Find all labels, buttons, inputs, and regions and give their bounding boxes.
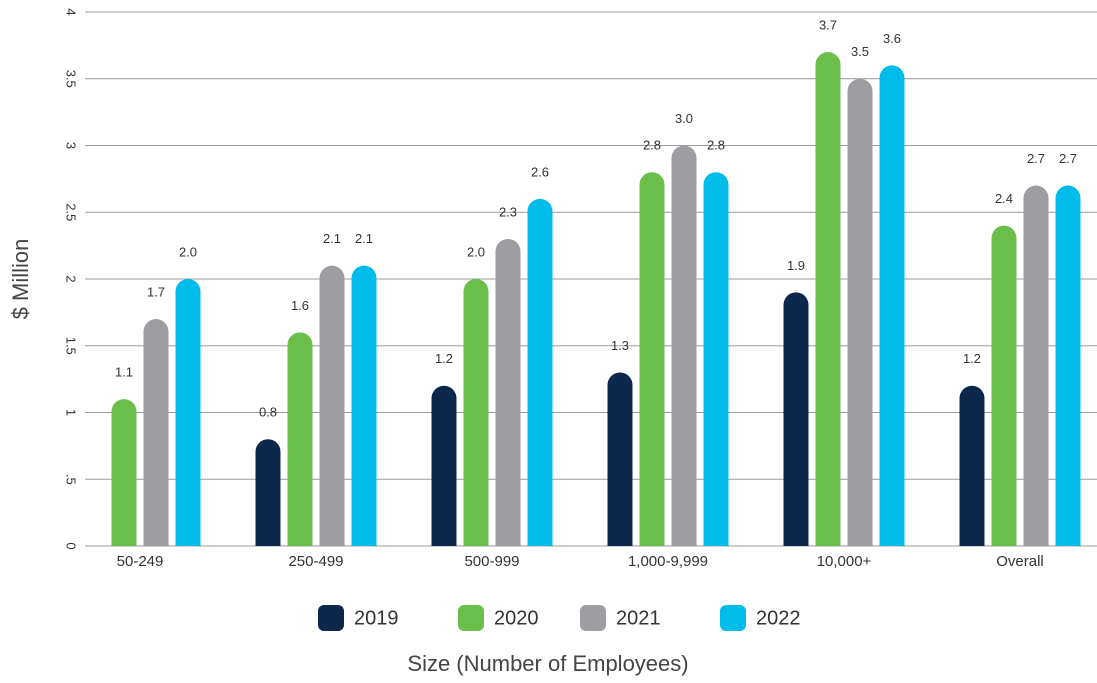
value-label: 2.0: [179, 244, 197, 259]
y-tick-label: 2: [64, 275, 79, 282]
bar: [463, 279, 489, 546]
bar: [175, 279, 201, 546]
value-label: 1.7: [147, 284, 165, 299]
bar: [255, 439, 281, 546]
bar: [319, 265, 345, 546]
legend-swatch: [720, 605, 746, 631]
bar: [1023, 185, 1049, 547]
x-tick-label: 250-499: [288, 553, 343, 570]
value-label: 2.0: [467, 244, 485, 259]
legend-label: 2021: [616, 607, 661, 629]
y-axis-title: $ Million: [8, 239, 33, 320]
value-label: 1.6: [291, 298, 309, 313]
bar: [959, 385, 985, 546]
value-label: 1.2: [435, 351, 453, 366]
x-tick-label: Overall: [996, 553, 1044, 570]
y-tick-label: 3.5: [64, 70, 79, 88]
bar: [879, 65, 905, 547]
y-tick-label: 4: [64, 8, 79, 15]
bar: [607, 372, 633, 546]
value-label: 2.7: [1059, 151, 1077, 166]
bar: [287, 332, 313, 546]
bar: [847, 78, 873, 546]
y-tick-label: .5: [64, 474, 79, 485]
bar: [143, 319, 169, 546]
bar: [1055, 185, 1081, 547]
bar: [703, 172, 729, 546]
value-label: 3.7: [819, 17, 837, 32]
bar: [639, 172, 665, 546]
value-label: 2.3: [499, 204, 517, 219]
x-tick-label: 1,000-9,999: [628, 553, 708, 570]
bar: [815, 52, 841, 547]
value-label: 2.1: [323, 231, 341, 246]
value-label: 3.5: [851, 44, 869, 59]
y-tick-label: 1.5: [64, 337, 79, 355]
value-label: 3.0: [675, 111, 693, 126]
legend-label: 2022: [756, 607, 801, 629]
legend-swatch: [318, 605, 344, 631]
value-label: 2.8: [707, 138, 725, 153]
legend-swatch: [458, 605, 484, 631]
y-tick-label: 2.5: [64, 203, 79, 221]
value-label: 2.6: [531, 164, 549, 179]
x-tick-label: 50-249: [117, 553, 164, 570]
x-tick-label: 10,000+: [817, 553, 872, 570]
legend-label: 2019: [354, 607, 399, 629]
y-tick-label: 0: [64, 542, 79, 549]
value-label: 2.8: [643, 138, 661, 153]
x-axis-title: Size (Number of Employees): [407, 651, 688, 676]
value-label: 2.4: [995, 191, 1013, 206]
bar: [527, 198, 553, 547]
bar: [111, 399, 137, 546]
legend-label: 2020: [494, 607, 539, 629]
bar: [991, 225, 1017, 546]
legend-swatch: [580, 605, 606, 631]
bar: [431, 385, 457, 546]
value-label: 0.8: [259, 405, 277, 420]
bar: [671, 145, 697, 546]
value-label: 1.1: [115, 365, 133, 380]
value-label: 2.1: [355, 231, 373, 246]
value-label: 1.3: [611, 338, 629, 353]
value-label: 1.2: [963, 351, 981, 366]
y-tick-label: 3: [64, 142, 79, 149]
value-label: 3.6: [883, 31, 901, 46]
value-label: 2.7: [1027, 151, 1045, 166]
bar: [351, 265, 377, 546]
y-tick-label: 1: [64, 409, 79, 416]
value-label: 1.9: [787, 258, 805, 273]
bar: [783, 292, 809, 546]
x-tick-label: 500-999: [464, 553, 519, 570]
bar: [495, 238, 521, 546]
